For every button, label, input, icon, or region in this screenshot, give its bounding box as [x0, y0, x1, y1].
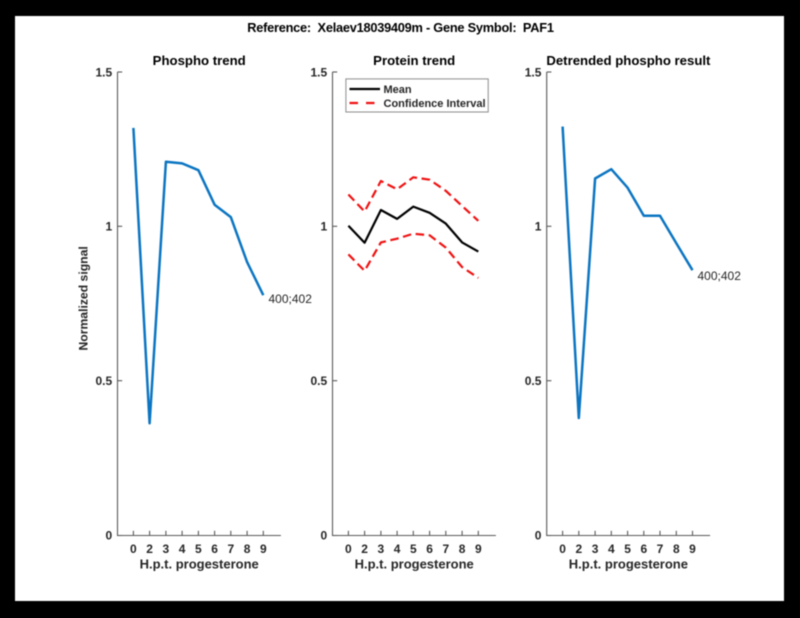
- svg-text:7: 7: [657, 542, 664, 556]
- svg-text:400;402: 400;402: [698, 269, 742, 283]
- svg-text:Phospho trend: Phospho trend: [153, 53, 246, 68]
- svg-text:7: 7: [227, 542, 234, 556]
- svg-text:400;402: 400;402: [269, 292, 313, 306]
- svg-text:8: 8: [459, 542, 466, 556]
- svg-text:0: 0: [321, 528, 328, 542]
- svg-text:Mean: Mean: [384, 84, 412, 96]
- svg-text:2: 2: [146, 542, 153, 556]
- svg-text:4: 4: [608, 542, 615, 556]
- svg-text:1.5: 1.5: [525, 65, 542, 79]
- svg-text:H.p.t. progesterone: H.p.t. progesterone: [569, 557, 688, 572]
- svg-text:2: 2: [361, 542, 368, 556]
- svg-text:Protein trend: Protein trend: [373, 53, 455, 68]
- svg-text:0: 0: [535, 528, 542, 542]
- svg-text:3: 3: [163, 542, 170, 556]
- svg-text:5: 5: [624, 542, 631, 556]
- svg-text:Reference: Xelaev18039409m -: Reference: Xelaev18039409m - Gene Symbol…: [247, 20, 554, 35]
- svg-text:1: 1: [106, 220, 113, 234]
- svg-text:Detrended phospho result: Detrended phospho result: [546, 53, 711, 68]
- svg-text:9: 9: [689, 542, 696, 556]
- svg-text:H.p.t. progesterone: H.p.t. progesterone: [140, 557, 259, 572]
- svg-text:H.p.t. progesterone: H.p.t. progesterone: [355, 557, 474, 572]
- svg-text:5: 5: [195, 542, 202, 556]
- svg-text:0: 0: [130, 542, 137, 556]
- svg-text:4: 4: [394, 542, 401, 556]
- svg-text:6: 6: [640, 542, 647, 556]
- svg-text:1: 1: [535, 220, 542, 234]
- svg-text:0.5: 0.5: [311, 374, 328, 388]
- svg-text:3: 3: [592, 542, 599, 556]
- svg-text:0.5: 0.5: [96, 374, 113, 388]
- svg-text:0.5: 0.5: [525, 374, 542, 388]
- svg-text:3: 3: [378, 542, 385, 556]
- svg-text:1.5: 1.5: [96, 65, 113, 79]
- svg-text:0: 0: [106, 528, 113, 542]
- svg-text:9: 9: [475, 542, 482, 556]
- svg-text:6: 6: [426, 542, 433, 556]
- svg-text:5: 5: [410, 542, 417, 556]
- svg-text:9: 9: [260, 542, 267, 556]
- svg-text:0: 0: [345, 542, 352, 556]
- svg-text:1: 1: [321, 220, 328, 234]
- svg-text:8: 8: [244, 542, 251, 556]
- svg-text:Normalized signal: Normalized signal: [76, 246, 90, 350]
- svg-text:Confidence Interval: Confidence Interval: [384, 98, 486, 110]
- svg-text:8: 8: [673, 542, 680, 556]
- svg-text:2: 2: [575, 542, 582, 556]
- svg-text:1.5: 1.5: [311, 65, 328, 79]
- svg-text:4: 4: [179, 542, 186, 556]
- svg-text:7: 7: [442, 542, 449, 556]
- svg-text:0: 0: [559, 542, 566, 556]
- svg-text:6: 6: [211, 542, 218, 556]
